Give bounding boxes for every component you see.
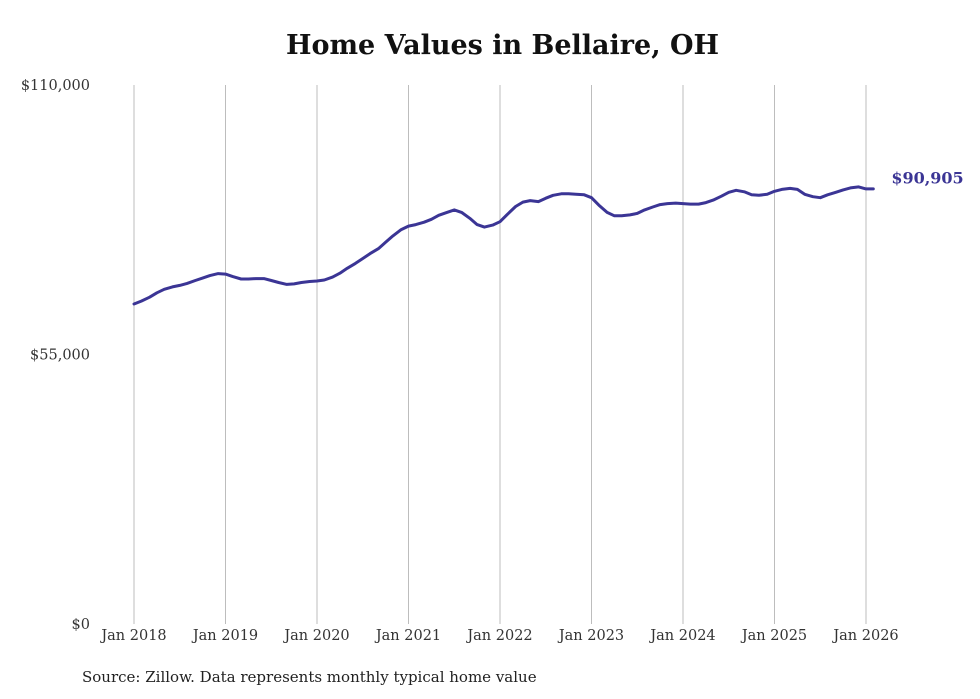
x-tick-label: Jan 2018 (99, 628, 166, 644)
y-tick-label: $110,000 (21, 78, 90, 94)
x-tick-label: Jan 2025 (740, 628, 807, 644)
x-tick-label: Jan 2026 (831, 628, 898, 644)
gridlines (133, 85, 867, 624)
x-tick-label: Jan 2023 (557, 628, 624, 644)
x-axis-labels: Jan 2018 Jan 2019 Jan 2020 Jan 2021 Jan 2022… (99, 628, 898, 644)
source-note: Source: Zillow. Data represents monthly … (82, 668, 537, 686)
x-tick-label: Jan 2020 (282, 628, 349, 644)
x-tick-label: Jan 2022 (465, 628, 532, 644)
y-tick-label: $0 (72, 617, 90, 633)
end-value-label: $90,905 (891, 169, 963, 188)
x-tick-label: Jan 2021 (374, 628, 441, 644)
annotations: $90,905 (891, 169, 963, 188)
y-axis-labels: $0 $55,000 $110,000 (21, 78, 90, 633)
chart-title: Home Values in Bellaire, OH (285, 30, 720, 61)
x-tick-label: Jan 2019 (191, 628, 258, 644)
series-group (132, 185, 875, 306)
series-line (132, 185, 875, 306)
x-tick-label: Jan 2024 (648, 628, 715, 644)
y-tick-label: $55,000 (30, 348, 90, 364)
